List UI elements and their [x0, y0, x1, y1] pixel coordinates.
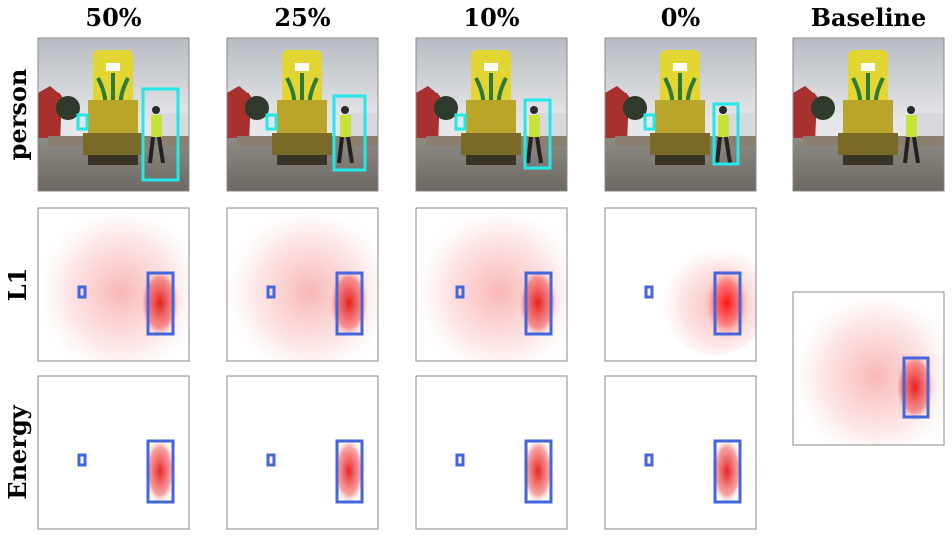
detection-box — [523, 98, 552, 170]
detection-box — [77, 285, 87, 299]
photo — [605, 38, 756, 191]
detection-box — [141, 87, 180, 182]
column-header: 50% — [85, 3, 141, 32]
saliency-map — [416, 376, 567, 529]
image-frame — [792, 37, 945, 192]
row-label: person — [3, 69, 32, 161]
detection-box — [713, 271, 742, 336]
column-header: 0% — [661, 3, 701, 32]
image-frame — [604, 207, 757, 362]
detection-box — [265, 113, 278, 131]
column-header: Baseline — [811, 3, 927, 32]
detection-box — [644, 453, 654, 467]
detection-box — [335, 439, 364, 504]
saliency-map — [227, 376, 378, 529]
saliency-map — [605, 208, 756, 361]
detection-box — [332, 94, 367, 172]
image-frame — [415, 37, 568, 192]
detection-box — [146, 271, 175, 336]
photo — [227, 38, 378, 191]
saliency-map — [416, 208, 567, 361]
image-frame — [415, 375, 568, 530]
detection-box — [454, 113, 467, 131]
row-label: Energy — [3, 404, 32, 499]
detection-box — [266, 285, 276, 299]
saliency-map — [605, 376, 756, 529]
column-header: 25% — [274, 3, 330, 32]
image-frame — [37, 375, 190, 530]
detection-box — [713, 439, 742, 504]
image-frame — [226, 37, 379, 192]
column-header: 10% — [463, 3, 519, 32]
image-frame — [37, 37, 190, 192]
saliency-map — [227, 208, 378, 361]
saliency-map — [38, 208, 189, 361]
detection-box — [524, 271, 553, 336]
image-frame — [226, 207, 379, 362]
detection-box — [335, 271, 364, 336]
photo — [38, 38, 189, 191]
image-frame — [792, 291, 945, 446]
image-frame — [415, 207, 568, 362]
image-frame — [226, 375, 379, 530]
detection-box — [77, 453, 87, 467]
detection-box — [146, 439, 175, 504]
detection-box — [76, 113, 89, 131]
detection-box — [455, 453, 465, 467]
detection-box — [643, 113, 656, 131]
image-frame — [37, 207, 190, 362]
detection-box — [266, 453, 276, 467]
image-frame — [604, 37, 757, 192]
detection-box — [712, 102, 740, 166]
detection-box — [524, 439, 553, 504]
image-frame — [604, 375, 757, 530]
detection-box — [902, 356, 930, 419]
detection-box — [644, 285, 654, 299]
row-label: L1 — [3, 268, 32, 302]
detection-box — [455, 285, 465, 299]
saliency-map — [793, 292, 944, 445]
saliency-map — [38, 376, 189, 529]
photo — [793, 38, 944, 191]
